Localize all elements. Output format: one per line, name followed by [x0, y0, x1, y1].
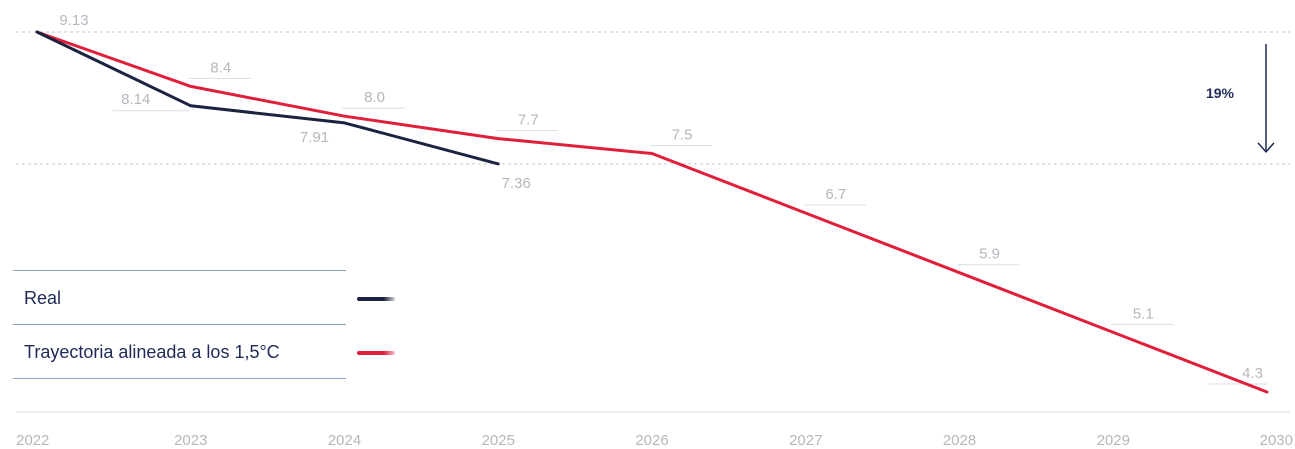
legend-swatch-target	[357, 351, 395, 355]
x-tick-2027: 2027	[789, 432, 822, 449]
series-line-real	[35, 30, 500, 166]
x-axis-ticks: 2022 2023 2024 2025 2026 2027 2028 2029 2030	[16, 432, 1293, 449]
x-tick-2028: 2028	[943, 432, 976, 449]
x-tick-2022: 2022	[16, 432, 49, 449]
legend: Real Trayectoria alineada a los 1,5°C	[13, 270, 395, 379]
label-underlines	[112, 77, 1267, 385]
x-tick-2025: 2025	[482, 432, 515, 449]
annotation-label: 19%	[1206, 85, 1235, 101]
data-label-target-2026: 7.5	[672, 126, 693, 143]
legend-item-target: Trayectoria alineada a los 1,5°C	[13, 324, 395, 379]
x-tick-2024: 2024	[328, 432, 361, 449]
data-label-real-2025: 7.36	[502, 175, 531, 192]
series-line-target	[35, 30, 1269, 394]
data-label-target-2023: 8.4	[210, 59, 231, 76]
data-label-target-2024: 8.0	[364, 89, 385, 106]
series-lines	[35, 30, 1269, 394]
x-tick-2023: 2023	[174, 432, 207, 449]
data-label-real-2024: 7.91	[300, 129, 329, 146]
reference-lines	[16, 31, 1290, 165]
x-tick-2026: 2026	[635, 432, 668, 449]
legend-label-real: Real	[24, 288, 62, 308]
data-label-target-2029: 5.1	[1133, 305, 1154, 322]
data-label-target-2028: 5.9	[979, 246, 1000, 263]
data-label-real-2022: 9.13	[59, 12, 88, 29]
data-label-target-2027: 6.7	[825, 186, 846, 203]
annotation-arrow-head	[1257, 142, 1275, 154]
legend-label-target: Trayectoria alineada a los 1,5°C	[24, 342, 280, 362]
data-label-real-2023: 8.14	[121, 91, 150, 108]
legend-item-real: Real	[13, 270, 395, 324]
legend-swatch-real	[357, 297, 395, 301]
data-label-target-2030: 4.3	[1242, 365, 1263, 382]
reduction-annotation: 19%	[1206, 44, 1275, 154]
x-tick-2029: 2029	[1097, 432, 1130, 449]
data-labels: 8.4 8.0 7.7 7.5 6.7 5.9 5.1 4.3 9.13 8.14 7.91 7.36	[59, 12, 1263, 382]
x-tick-2030: 2030	[1260, 432, 1293, 449]
data-label-target-2025: 7.7	[518, 112, 539, 129]
